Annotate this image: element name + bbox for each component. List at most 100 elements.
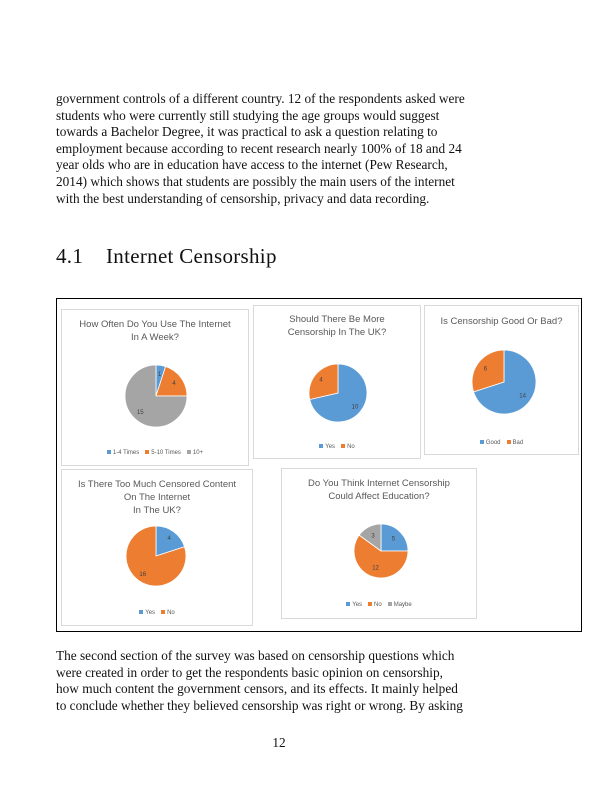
- chart-legend: Yes No Maybe: [282, 602, 476, 608]
- legend-item: No: [341, 444, 355, 450]
- text-line: employment because according to recent r…: [56, 140, 462, 156]
- legend-item: Yes: [139, 610, 155, 616]
- text-line: The second section of the survey was bas…: [56, 648, 455, 663]
- pie-data-label: 4: [168, 536, 172, 542]
- legend-label: Good: [485, 440, 501, 446]
- chart-title-line: Do You Think Internet Censorship: [308, 478, 450, 489]
- legend-label: Yes: [352, 602, 363, 608]
- legend-label: Yes: [325, 444, 336, 450]
- text-line: 2014) which shows that students are poss…: [56, 173, 455, 189]
- pie-data-label: 15: [137, 410, 144, 416]
- chart-title-line: Censorship In The UK?: [287, 327, 387, 338]
- legend-item: Yes: [319, 444, 335, 450]
- pie-data-label: 5: [392, 537, 396, 543]
- pie-slice-no: [353, 534, 409, 579]
- pie-slice-no: [308, 363, 339, 400]
- legend-item: No: [368, 602, 382, 608]
- chart-title-line: How Often Do You Use The Internet: [79, 319, 231, 330]
- section-number: 4.1: [56, 244, 84, 268]
- pie-data-label: 12: [372, 566, 379, 572]
- pie-chart: 4 16: [125, 525, 187, 587]
- chart-legend: Yes No: [62, 610, 252, 616]
- legend-swatch: [161, 610, 166, 615]
- legend-label: No: [167, 610, 175, 616]
- pie-slice-yes: [380, 523, 409, 552]
- legend-swatch: [346, 602, 351, 607]
- chart-title: How Often Do You Use The Internet In A W…: [62, 318, 248, 344]
- pie-slice-10-: [124, 364, 188, 428]
- legend-swatch: [479, 440, 484, 445]
- pie-slice-no: [125, 525, 187, 587]
- legend-label: Maybe: [393, 602, 412, 608]
- pie-data-label: 4: [172, 381, 176, 387]
- legend-label: 10+: [192, 450, 204, 456]
- legend-swatch: [319, 444, 324, 449]
- section-title: Internet Censorship: [106, 244, 277, 268]
- chart-legend: 1-4 Times 5-10 Times 10+: [62, 450, 248, 456]
- paragraph-bottom: The second section of the survey was bas…: [56, 648, 506, 714]
- text-line: students who were currently still studyi…: [56, 107, 440, 123]
- pie-slice-maybe: [358, 523, 382, 552]
- legend-item: Maybe: [387, 602, 412, 608]
- chart-title: Is There Too Much Censored Content On Th…: [62, 478, 252, 517]
- chart-card-internet-usage: How Often Do You Use The Internet In A W…: [61, 309, 249, 466]
- pie-chart: 14 6: [471, 349, 537, 415]
- legend-label: 1-4 Times: [112, 450, 140, 456]
- pie-slice-5-10-times: [155, 366, 188, 397]
- legend-item: 10+: [186, 450, 204, 456]
- legend-swatch: [387, 602, 392, 607]
- chart-card-good-or-bad: Is Censorship Good Or Bad? 14 6 Good Bad: [424, 305, 579, 455]
- legend-label: No: [374, 602, 382, 608]
- pie-data-label: 14: [519, 394, 526, 400]
- legend-label: Yes: [145, 610, 156, 616]
- legend-swatch: [368, 602, 373, 607]
- text-line: were created in order to get the respond…: [56, 664, 443, 680]
- chart-title-line: Should There Be More: [289, 314, 385, 325]
- section-heading: 4.1 Internet Censorship: [56, 244, 277, 269]
- pie-data-label: 1: [158, 372, 162, 378]
- chart-title-line: On The Internet: [123, 492, 191, 503]
- legend-item: No: [161, 610, 175, 616]
- legend-swatch: [506, 440, 511, 445]
- legend-label: 5-10 Times: [151, 450, 181, 456]
- text-line: how much content the government censors,…: [56, 681, 458, 697]
- chart-legend: Good Bad: [425, 440, 578, 446]
- text-line: with the best understanding of censorshi…: [56, 190, 430, 206]
- legend-item: 5-10 Times: [145, 450, 181, 456]
- pie-chart: 1 4 15: [124, 364, 188, 428]
- chart-title-line: Is There Too Much Censored Content: [77, 479, 237, 490]
- pie-data-label: 3: [371, 533, 375, 539]
- legend-swatch: [186, 450, 191, 455]
- pie-data-label: 4: [319, 377, 323, 383]
- chart-card-more-censorship: Should There Be More Censorship In The U…: [253, 305, 421, 459]
- text-line: government controls of a different count…: [56, 91, 465, 106]
- chart-title: Should There Be More Censorship In The U…: [254, 313, 420, 339]
- legend-label: Bad: [512, 440, 524, 446]
- chart-title-line: In A Week?: [131, 332, 179, 343]
- chart-card-too-much-content: Is There Too Much Censored Content On Th…: [61, 469, 253, 626]
- legend-swatch: [106, 450, 111, 455]
- chart-title: Do You Think Internet Censorship Could A…: [282, 477, 476, 503]
- text-line: year olds who are in education have acce…: [56, 157, 448, 173]
- pie-slice-bad: [471, 349, 505, 393]
- legend-swatch: [145, 450, 150, 455]
- legend-swatch: [139, 610, 144, 615]
- legend-label: No: [347, 444, 355, 450]
- chart-legend: Yes No: [254, 444, 420, 450]
- pie-data-label: 6: [484, 366, 488, 372]
- legend-item: Good: [479, 440, 501, 446]
- legend-item: 1-4 Times: [106, 450, 140, 456]
- pie-chart: 5 12 3: [353, 523, 409, 579]
- chart-title-line: Could Affect Education?: [328, 491, 430, 502]
- chart-title-line: In The UK?: [133, 505, 181, 516]
- chart-card-affect-education: Do You Think Internet Censorship Could A…: [281, 468, 477, 619]
- pie-slice-good: [473, 349, 537, 415]
- pie-data-label: 10: [352, 405, 359, 411]
- page-number: 12: [272, 735, 286, 750]
- text-line: towards a Bachelor Degree, it was practi…: [56, 124, 438, 140]
- text-line: to conclude whether they believed censor…: [56, 697, 463, 713]
- legend-item: Yes: [346, 602, 362, 608]
- pie-chart: 10 4: [308, 363, 368, 423]
- figure-frame: How Often Do You Use The Internet In A W…: [56, 298, 582, 632]
- chart-title-line: Is Censorship Good Or Bad?: [440, 316, 563, 327]
